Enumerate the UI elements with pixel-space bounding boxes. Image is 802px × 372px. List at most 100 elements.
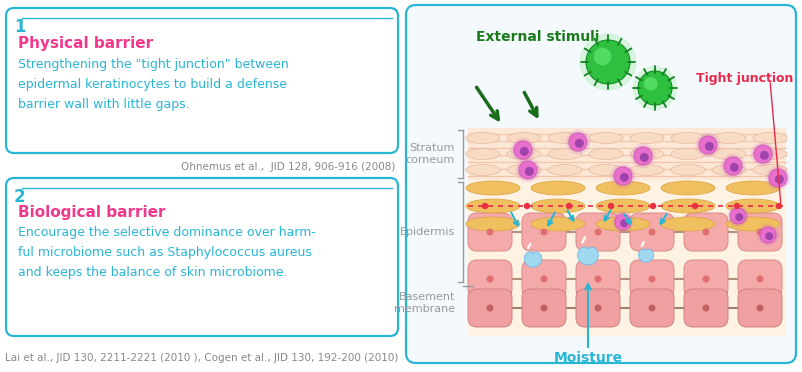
Circle shape: [757, 224, 780, 246]
Circle shape: [613, 166, 634, 186]
FancyBboxPatch shape: [468, 260, 512, 298]
Text: Ohnemus et al.,  JID 128, 906-916 (2008): Ohnemus et al., JID 128, 906-916 (2008): [180, 162, 395, 172]
Ellipse shape: [589, 132, 623, 144]
Circle shape: [776, 203, 782, 209]
Ellipse shape: [630, 148, 664, 160]
FancyBboxPatch shape: [406, 5, 796, 363]
Circle shape: [594, 276, 602, 282]
Circle shape: [724, 157, 742, 175]
Circle shape: [705, 142, 714, 151]
Ellipse shape: [596, 181, 650, 195]
Circle shape: [723, 155, 743, 176]
Ellipse shape: [712, 148, 746, 160]
Bar: [468, 128, 786, 336]
Ellipse shape: [712, 132, 746, 144]
Text: Moisture: Moisture: [553, 351, 622, 365]
Ellipse shape: [466, 199, 520, 213]
Circle shape: [594, 305, 602, 311]
Circle shape: [487, 228, 493, 235]
Circle shape: [615, 214, 631, 230]
Circle shape: [487, 276, 493, 282]
Circle shape: [765, 232, 773, 240]
FancyBboxPatch shape: [468, 213, 512, 251]
Ellipse shape: [548, 164, 582, 176]
Circle shape: [620, 173, 629, 182]
Polygon shape: [577, 247, 598, 265]
Circle shape: [752, 144, 773, 164]
Circle shape: [756, 228, 764, 235]
Ellipse shape: [726, 199, 780, 213]
Ellipse shape: [466, 217, 520, 231]
Circle shape: [703, 276, 710, 282]
Ellipse shape: [531, 199, 585, 213]
FancyBboxPatch shape: [738, 289, 782, 327]
Circle shape: [516, 157, 541, 183]
Circle shape: [514, 141, 532, 159]
Circle shape: [565, 129, 590, 155]
Circle shape: [569, 133, 587, 151]
Circle shape: [695, 132, 721, 158]
Circle shape: [541, 276, 548, 282]
FancyBboxPatch shape: [630, 213, 674, 251]
Text: Encourage the selective dominance over harm-
ful microbiome such as Staphylococc: Encourage the selective dominance over h…: [18, 226, 316, 279]
Circle shape: [634, 147, 652, 165]
Circle shape: [594, 228, 602, 235]
Circle shape: [519, 161, 537, 179]
Circle shape: [754, 145, 772, 163]
Ellipse shape: [589, 164, 623, 176]
Circle shape: [768, 168, 788, 188]
Circle shape: [517, 160, 538, 180]
Ellipse shape: [753, 148, 787, 160]
Circle shape: [775, 175, 784, 184]
Circle shape: [614, 213, 632, 231]
Circle shape: [610, 163, 636, 189]
Circle shape: [633, 66, 677, 110]
Ellipse shape: [753, 132, 787, 144]
Ellipse shape: [466, 164, 500, 176]
Text: Lai et al., JID 130, 2211-2221 (2010 ), Cogen et al., JID 130, 192-200 (2010): Lai et al., JID 130, 2211-2221 (2010 ), …: [5, 353, 399, 363]
Ellipse shape: [589, 148, 623, 160]
Circle shape: [760, 227, 776, 243]
Circle shape: [703, 228, 710, 235]
FancyBboxPatch shape: [522, 260, 566, 298]
Bar: [468, 128, 786, 180]
Circle shape: [565, 203, 572, 209]
Circle shape: [568, 132, 589, 153]
Circle shape: [593, 48, 611, 65]
FancyBboxPatch shape: [576, 213, 620, 251]
Ellipse shape: [548, 148, 582, 160]
Circle shape: [756, 305, 764, 311]
Circle shape: [487, 305, 493, 311]
Circle shape: [751, 141, 776, 167]
Circle shape: [520, 147, 529, 156]
Circle shape: [727, 205, 749, 227]
Text: Epidermis: Epidermis: [399, 227, 455, 237]
Circle shape: [575, 139, 584, 148]
Text: Physical barrier: Physical barrier: [18, 36, 153, 51]
Ellipse shape: [507, 164, 541, 176]
Circle shape: [720, 153, 746, 179]
Circle shape: [612, 211, 634, 233]
Ellipse shape: [671, 164, 705, 176]
Text: Strengthening the "tight junction" between
epidermal keratinocytes to build a de: Strengthening the "tight junction" betwe…: [18, 58, 289, 111]
Text: External stimuli: External stimuli: [476, 30, 600, 44]
Circle shape: [510, 137, 536, 163]
FancyBboxPatch shape: [6, 178, 398, 336]
Circle shape: [692, 203, 699, 209]
Polygon shape: [525, 252, 541, 267]
Text: Tight junction: Tight junction: [695, 72, 793, 85]
Circle shape: [729, 207, 747, 225]
Circle shape: [649, 305, 655, 311]
Circle shape: [698, 135, 719, 155]
Ellipse shape: [630, 164, 664, 176]
Circle shape: [482, 203, 488, 209]
FancyBboxPatch shape: [522, 289, 566, 327]
Ellipse shape: [596, 217, 650, 231]
Ellipse shape: [712, 164, 746, 176]
Ellipse shape: [507, 132, 541, 144]
Ellipse shape: [596, 199, 650, 213]
FancyBboxPatch shape: [576, 260, 620, 298]
Circle shape: [650, 203, 656, 209]
FancyBboxPatch shape: [738, 213, 782, 251]
Text: Biological barrier: Biological barrier: [18, 205, 165, 220]
